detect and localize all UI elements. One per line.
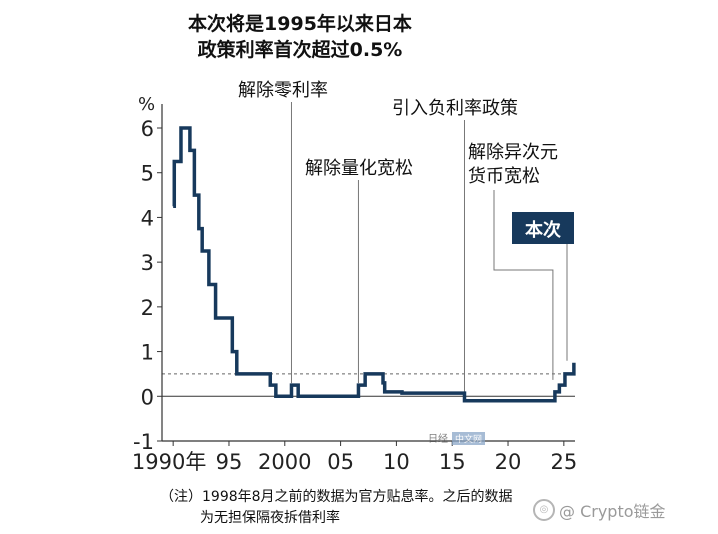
- x-tick-label: 95: [216, 450, 243, 474]
- annotation-label: 解除异次元: [468, 142, 558, 163]
- x-tick-label: 25: [550, 450, 577, 474]
- watermark-brand-text: 日经: [428, 434, 448, 445]
- current-badge-label: 本次: [525, 219, 561, 241]
- current-badge-bg: [512, 212, 574, 244]
- x-tick-label: 2000: [258, 450, 311, 474]
- watermark-crypto: ◎ @ Crypto链金: [533, 498, 666, 522]
- footnote-line-1: （注）1998年8月之前的数据为官方贴息率。之后的数据: [160, 489, 513, 505]
- watermark-brand-tag: 中文网: [452, 432, 486, 445]
- x-tick-label: 10: [383, 450, 410, 474]
- y-unit-label: %: [138, 94, 155, 115]
- x-tick-label: 15: [439, 450, 466, 474]
- y-tick-label: 1: [141, 341, 154, 365]
- annotation-label: 解除量化宽松: [305, 158, 413, 179]
- x-tick-label: 05: [327, 450, 354, 474]
- crypto-logo-icon: ◎: [533, 499, 555, 521]
- x-tick-label: 20: [495, 450, 522, 474]
- y-tick-label: 3: [141, 251, 154, 275]
- policy-rate-line: [172, 126, 576, 403]
- footnote-line-2: 为无担保隔夜拆借利率: [200, 510, 340, 526]
- y-tick-label: 0: [141, 385, 154, 409]
- y-tick-label: 2: [141, 296, 154, 320]
- watermark-crypto-text: @ Crypto链金: [559, 502, 666, 521]
- y-tick-label: 4: [141, 206, 154, 230]
- annotation-label: 引入负利率政策: [392, 98, 518, 119]
- chart-title-line-1: 本次将是1995年以来日本: [188, 13, 412, 35]
- watermark-brand: 日经 中文网: [428, 430, 486, 445]
- y-tick-label: -1: [133, 430, 154, 454]
- annotation-label: 解除零利率: [238, 80, 328, 101]
- y-tick-label: 5: [141, 162, 154, 186]
- annotation-leader: [493, 190, 554, 380]
- chart-title-line-2: 政策利率首次超过0.5%: [197, 39, 403, 61]
- annotation-label: 货币宽松: [468, 166, 540, 187]
- x-tick-label: 1990年: [132, 450, 206, 474]
- y-tick-label: 6: [141, 117, 154, 141]
